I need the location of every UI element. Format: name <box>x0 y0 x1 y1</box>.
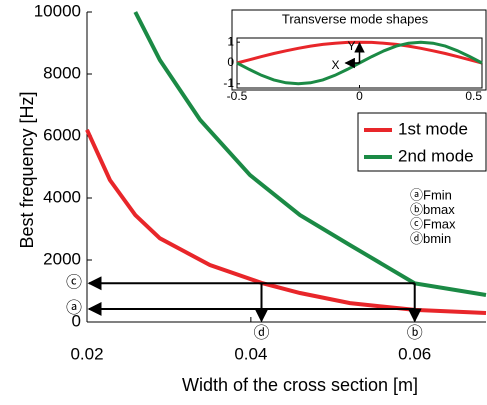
y-tick-label: 2000 <box>43 249 81 268</box>
inset-title: Transverse mode shapes <box>282 11 429 26</box>
x-tick-label: 0.02 <box>70 344 103 363</box>
inset-y-tick-label: 1 <box>227 34 234 48</box>
inset-label: Y <box>347 39 355 53</box>
y-tick-label: 10000 <box>34 1 81 20</box>
inset-x-tick-label: 0 <box>356 89 363 103</box>
inset-y-tick-label: 0 <box>227 55 234 69</box>
inset-label: X <box>331 58 339 72</box>
key-entry: ⓑbmax <box>410 202 455 217</box>
y-tick-label: 0 <box>72 311 81 330</box>
line <box>85 128 487 315</box>
guide-label: ⓑ <box>407 324 423 342</box>
key-entry: ⓓbmin <box>410 231 451 246</box>
y-axis-label: Best frequency [Hz] <box>17 91 37 248</box>
y-tick-label: 4000 <box>43 187 81 206</box>
key-entry: ⓒFmax <box>410 216 456 231</box>
x-tick-label: 0.06 <box>398 344 431 363</box>
line <box>133 11 487 297</box>
inset-plot: -1 0 1 -0.5 0 0.5 YX <box>223 34 483 103</box>
guide-label: ⓐ <box>66 299 82 317</box>
x-tick-label: 0.04 <box>234 344 267 363</box>
inset-x-tick-label: 0.5 <box>465 89 482 103</box>
guide-label: ⓒ <box>66 273 82 291</box>
plot-area: 0 2000 4000 6000 8000 10000 0.02 0.04 0.06 ⓒ ⓐ ⓓ ⓑ <box>34 1 487 363</box>
key-entry: ⓐFmin <box>410 187 452 202</box>
legend-entries: 1st mode 2nd mode <box>364 119 474 165</box>
y-tick-label: 6000 <box>43 125 81 144</box>
legend <box>357 112 487 172</box>
legend-label: 1st mode <box>398 119 468 138</box>
inset-y-tick-label: -1 <box>223 76 234 90</box>
guide-label: ⓓ <box>254 324 270 342</box>
y-tick-label: 8000 <box>43 63 81 82</box>
x-axis-label: Width of the cross section [m] <box>182 375 418 395</box>
legend-label: 2nd mode <box>398 146 474 165</box>
inset-x-tick-label: -0.5 <box>227 89 248 103</box>
